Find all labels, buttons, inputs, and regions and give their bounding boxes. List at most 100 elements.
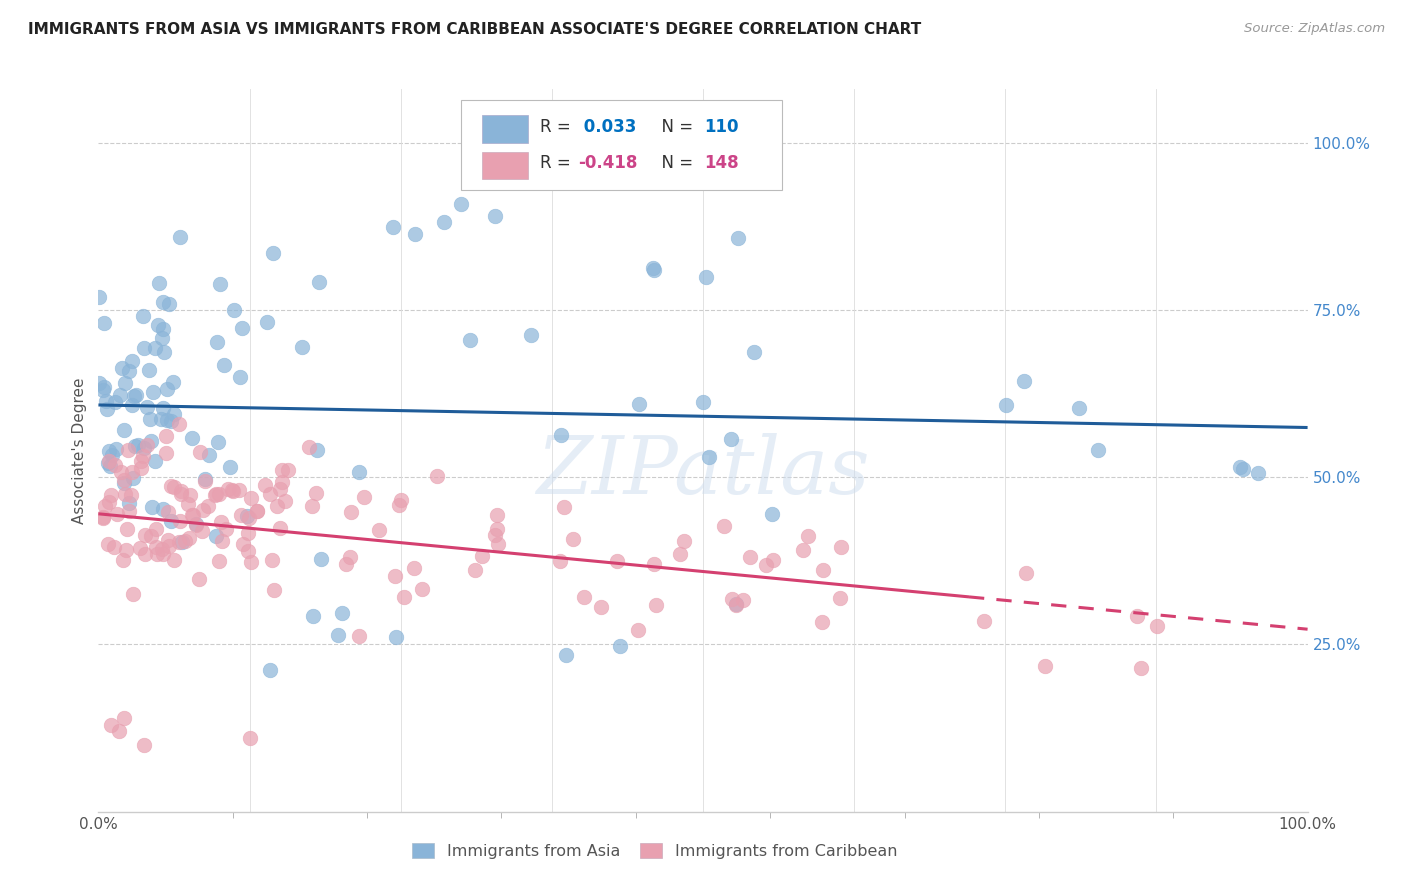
Point — [96, 401, 118, 416]
Point — [205, 529, 228, 543]
Point — [305, 486, 328, 500]
Point — [129, 453, 152, 467]
Point — [256, 315, 278, 329]
Point — [266, 500, 288, 514]
Point — [392, 590, 415, 604]
Point — [141, 528, 163, 542]
Point — [114, 376, 136, 391]
Point — [733, 593, 755, 607]
Point — [347, 466, 370, 480]
Point — [215, 523, 238, 537]
Point — [246, 504, 269, 518]
Point — [191, 503, 214, 517]
Point — [194, 475, 217, 489]
Point — [114, 487, 136, 501]
Point — [112, 424, 135, 438]
Point — [219, 460, 242, 475]
Point — [260, 552, 283, 566]
Point — [239, 555, 262, 569]
Point — [231, 320, 253, 334]
Point — [725, 597, 748, 611]
Point — [554, 648, 576, 663]
Point — [207, 434, 229, 449]
Text: -0.418: -0.418 — [578, 154, 638, 172]
Point — [486, 508, 509, 522]
Point — [91, 511, 114, 525]
Point — [627, 623, 650, 637]
Point — [238, 511, 260, 525]
Point — [152, 501, 174, 516]
Point — [112, 476, 135, 491]
Point — [589, 600, 612, 615]
Point — [127, 438, 149, 452]
Point — [628, 397, 651, 411]
Point — [156, 413, 179, 427]
Point — [811, 615, 834, 629]
Point — [115, 542, 138, 557]
Point — [104, 442, 127, 457]
Point — [156, 382, 179, 396]
FancyBboxPatch shape — [461, 100, 782, 190]
Point — [129, 541, 152, 556]
Point — [188, 572, 211, 586]
Point — [389, 492, 412, 507]
Point — [173, 534, 195, 549]
Point — [152, 322, 174, 336]
Point — [121, 466, 143, 480]
Point — [305, 442, 328, 457]
Point — [727, 231, 749, 245]
Point — [170, 484, 193, 499]
Point — [121, 587, 143, 601]
Point — [1229, 460, 1251, 475]
Point — [132, 441, 155, 455]
Point — [217, 482, 239, 496]
Point — [91, 509, 114, 524]
Point — [720, 433, 742, 447]
Point — [755, 558, 778, 573]
Point — [209, 516, 232, 530]
Point — [157, 533, 180, 548]
Point — [236, 544, 259, 558]
Point — [692, 394, 714, 409]
Text: IMMIGRANTS FROM ASIA VS IMMIGRANTS FROM CARIBBEAN ASSOCIATE'S DEGREE CORRELATION: IMMIGRANTS FROM ASIA VS IMMIGRANTS FROM … — [28, 22, 921, 37]
Text: N =: N = — [651, 118, 699, 136]
Text: 110: 110 — [704, 118, 738, 136]
Point — [139, 434, 162, 448]
Point — [117, 364, 139, 378]
Point — [384, 569, 406, 583]
Point — [146, 318, 169, 333]
Point — [269, 482, 291, 496]
Point — [259, 487, 281, 501]
Point — [232, 537, 254, 551]
Point — [179, 488, 201, 502]
Point — [335, 557, 357, 571]
Point — [136, 400, 159, 414]
Point — [460, 333, 482, 347]
Point — [94, 394, 117, 409]
Point — [411, 582, 433, 596]
Point — [138, 363, 160, 377]
Text: R =: R = — [540, 118, 576, 136]
Point — [761, 507, 783, 521]
Point — [204, 488, 226, 502]
Point — [150, 331, 173, 345]
Point — [97, 495, 120, 509]
Point — [181, 508, 204, 522]
Point — [713, 518, 735, 533]
Point — [132, 449, 155, 463]
Point — [673, 534, 696, 549]
Point — [464, 563, 486, 577]
Point — [188, 444, 211, 458]
Point — [103, 541, 125, 555]
Point — [298, 440, 321, 454]
Point — [347, 629, 370, 643]
Point — [259, 664, 281, 678]
Point — [169, 230, 191, 244]
Point — [208, 487, 231, 501]
Point — [104, 395, 127, 409]
Point — [120, 488, 142, 502]
Point — [262, 246, 284, 260]
Point — [485, 522, 508, 536]
Point — [484, 209, 506, 223]
Text: 0.033: 0.033 — [578, 118, 637, 136]
